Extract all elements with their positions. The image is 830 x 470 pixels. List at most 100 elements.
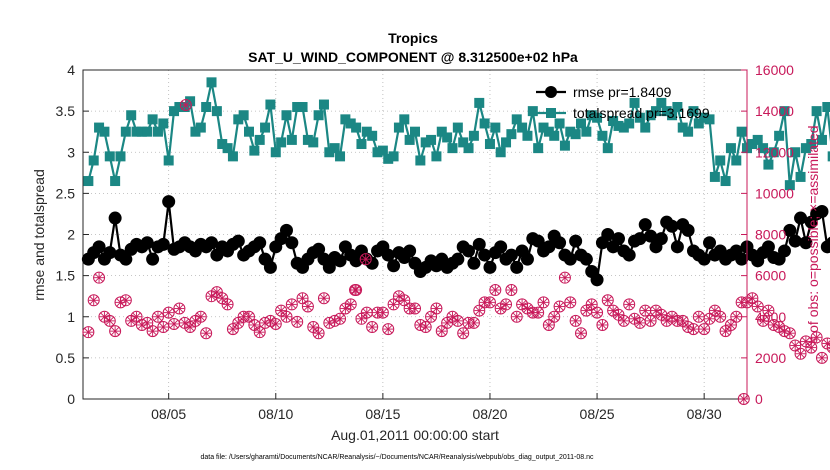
- y-axis-label-left: rmse and totalspread: [31, 169, 47, 301]
- totalspread-marker: [404, 134, 415, 145]
- series-layer: [81, 77, 830, 405]
- totalspread-marker: [174, 102, 185, 113]
- obs-marker: [633, 316, 646, 329]
- totalspread-marker: [672, 102, 683, 113]
- totalspread-marker: [613, 120, 624, 131]
- totalspread-marker: [763, 159, 774, 170]
- y-left-tick-label: 2: [67, 227, 75, 243]
- rmse-marker: [108, 211, 122, 225]
- totalspread-marker: [570, 129, 581, 140]
- rmse-marker: [231, 234, 245, 248]
- obs-marker: [168, 317, 181, 330]
- totalspread-marker: [709, 171, 720, 182]
- rmse-marker: [665, 219, 679, 233]
- legend-spread-marker: [546, 108, 556, 118]
- totalspread-marker: [474, 97, 485, 108]
- totalspread-marker: [393, 122, 404, 133]
- obs-marker: [103, 314, 116, 327]
- totalspread-marker: [179, 102, 190, 113]
- totalspread-marker: [254, 134, 265, 145]
- obs-marker: [762, 304, 775, 317]
- y-left-tick-label: 2.5: [56, 185, 76, 201]
- totalspread-marker: [340, 114, 351, 125]
- totalspread-marker: [147, 114, 158, 125]
- rmse-marker: [504, 248, 518, 262]
- totalspread-marker: [559, 140, 570, 151]
- totalspread-marker: [110, 176, 121, 187]
- totalspread-marker: [217, 139, 228, 150]
- rmse-marker: [387, 259, 401, 273]
- obs-marker: [435, 325, 448, 338]
- totalspread-marker: [699, 112, 710, 123]
- obs-marker: [703, 312, 716, 325]
- obs-marker: [243, 310, 255, 323]
- totalspread-marker: [501, 137, 512, 148]
- obs-marker: [173, 302, 186, 315]
- y-right-tick-label: 14000: [755, 103, 794, 119]
- obs-marker: [591, 306, 604, 319]
- totalspread-marker: [602, 143, 613, 154]
- totalspread-marker: [517, 122, 528, 133]
- totalspread-marker: [522, 130, 533, 141]
- totalspread-marker: [549, 130, 560, 141]
- rmse-marker: [467, 256, 481, 270]
- totalspread-marker: [768, 147, 779, 158]
- totalspread-marker: [479, 118, 490, 129]
- totalspread-marker: [388, 151, 399, 162]
- totalspread-marker: [324, 147, 335, 158]
- obs-marker: [376, 306, 389, 319]
- obs-marker: [291, 315, 304, 328]
- rmse-marker: [451, 252, 465, 266]
- totalspread-marker: [270, 147, 281, 158]
- legend-spread-text: totalspread pr=3.1699: [573, 105, 710, 121]
- totalspread-marker: [650, 106, 661, 117]
- totalspread-marker: [249, 145, 260, 156]
- totalspread-marker: [806, 139, 817, 150]
- obs-marker: [815, 351, 828, 364]
- rmse-marker: [794, 211, 808, 225]
- y-left-tick-label: 0.5: [56, 350, 76, 366]
- obs-marker: [382, 323, 395, 336]
- obs-marker: [601, 294, 614, 307]
- legend: rmse pr=1.8409 totalspread pr=3.1699: [536, 84, 710, 121]
- totalspread-marker: [329, 143, 340, 154]
- totalspread-marker: [83, 176, 94, 187]
- totalspread-marker: [586, 110, 597, 121]
- obs-marker: [510, 310, 523, 323]
- rmse-marker: [654, 232, 668, 246]
- y-right-tick-label: 4000: [755, 309, 786, 325]
- obs-marker: [87, 294, 100, 307]
- y-left-tick-label: 1: [67, 309, 75, 325]
- totalspread-marker: [131, 126, 142, 137]
- totalspread-marker: [351, 122, 362, 133]
- totalspread-marker: [345, 118, 356, 129]
- obs-marker: [564, 296, 577, 309]
- x-axis-label: Aug.01,2011 00:00:00 start: [331, 427, 499, 443]
- rmse-marker: [381, 248, 395, 262]
- obs-marker: [355, 312, 368, 325]
- obs-marker: [714, 310, 727, 323]
- obs-marker: [264, 314, 277, 327]
- totalspread-marker: [704, 114, 715, 125]
- totalspread-marker: [490, 122, 501, 133]
- obs-marker: [296, 292, 309, 305]
- totalspread-marker: [377, 145, 388, 156]
- totalspread-marker: [372, 147, 383, 158]
- obs-marker: [805, 341, 818, 354]
- obs-marker: [221, 298, 234, 311]
- obs-marker: [119, 294, 132, 307]
- obs-marker: [730, 310, 743, 323]
- totalspread-marker: [634, 112, 645, 123]
- obs-marker: [200, 327, 213, 340]
- totalspread-marker: [688, 106, 699, 117]
- rmse-marker: [761, 240, 775, 254]
- totalspread-marker: [158, 118, 169, 129]
- obs-marker: [457, 327, 470, 340]
- obs-marker: [334, 312, 347, 325]
- rmse-marker: [263, 260, 277, 274]
- totalspread-marker: [195, 122, 206, 133]
- obs-marker: [617, 314, 630, 327]
- data-file-footnote: data file: /Users/gharamti/Documents/NCA…: [200, 454, 594, 461]
- obs-marker: [757, 314, 770, 327]
